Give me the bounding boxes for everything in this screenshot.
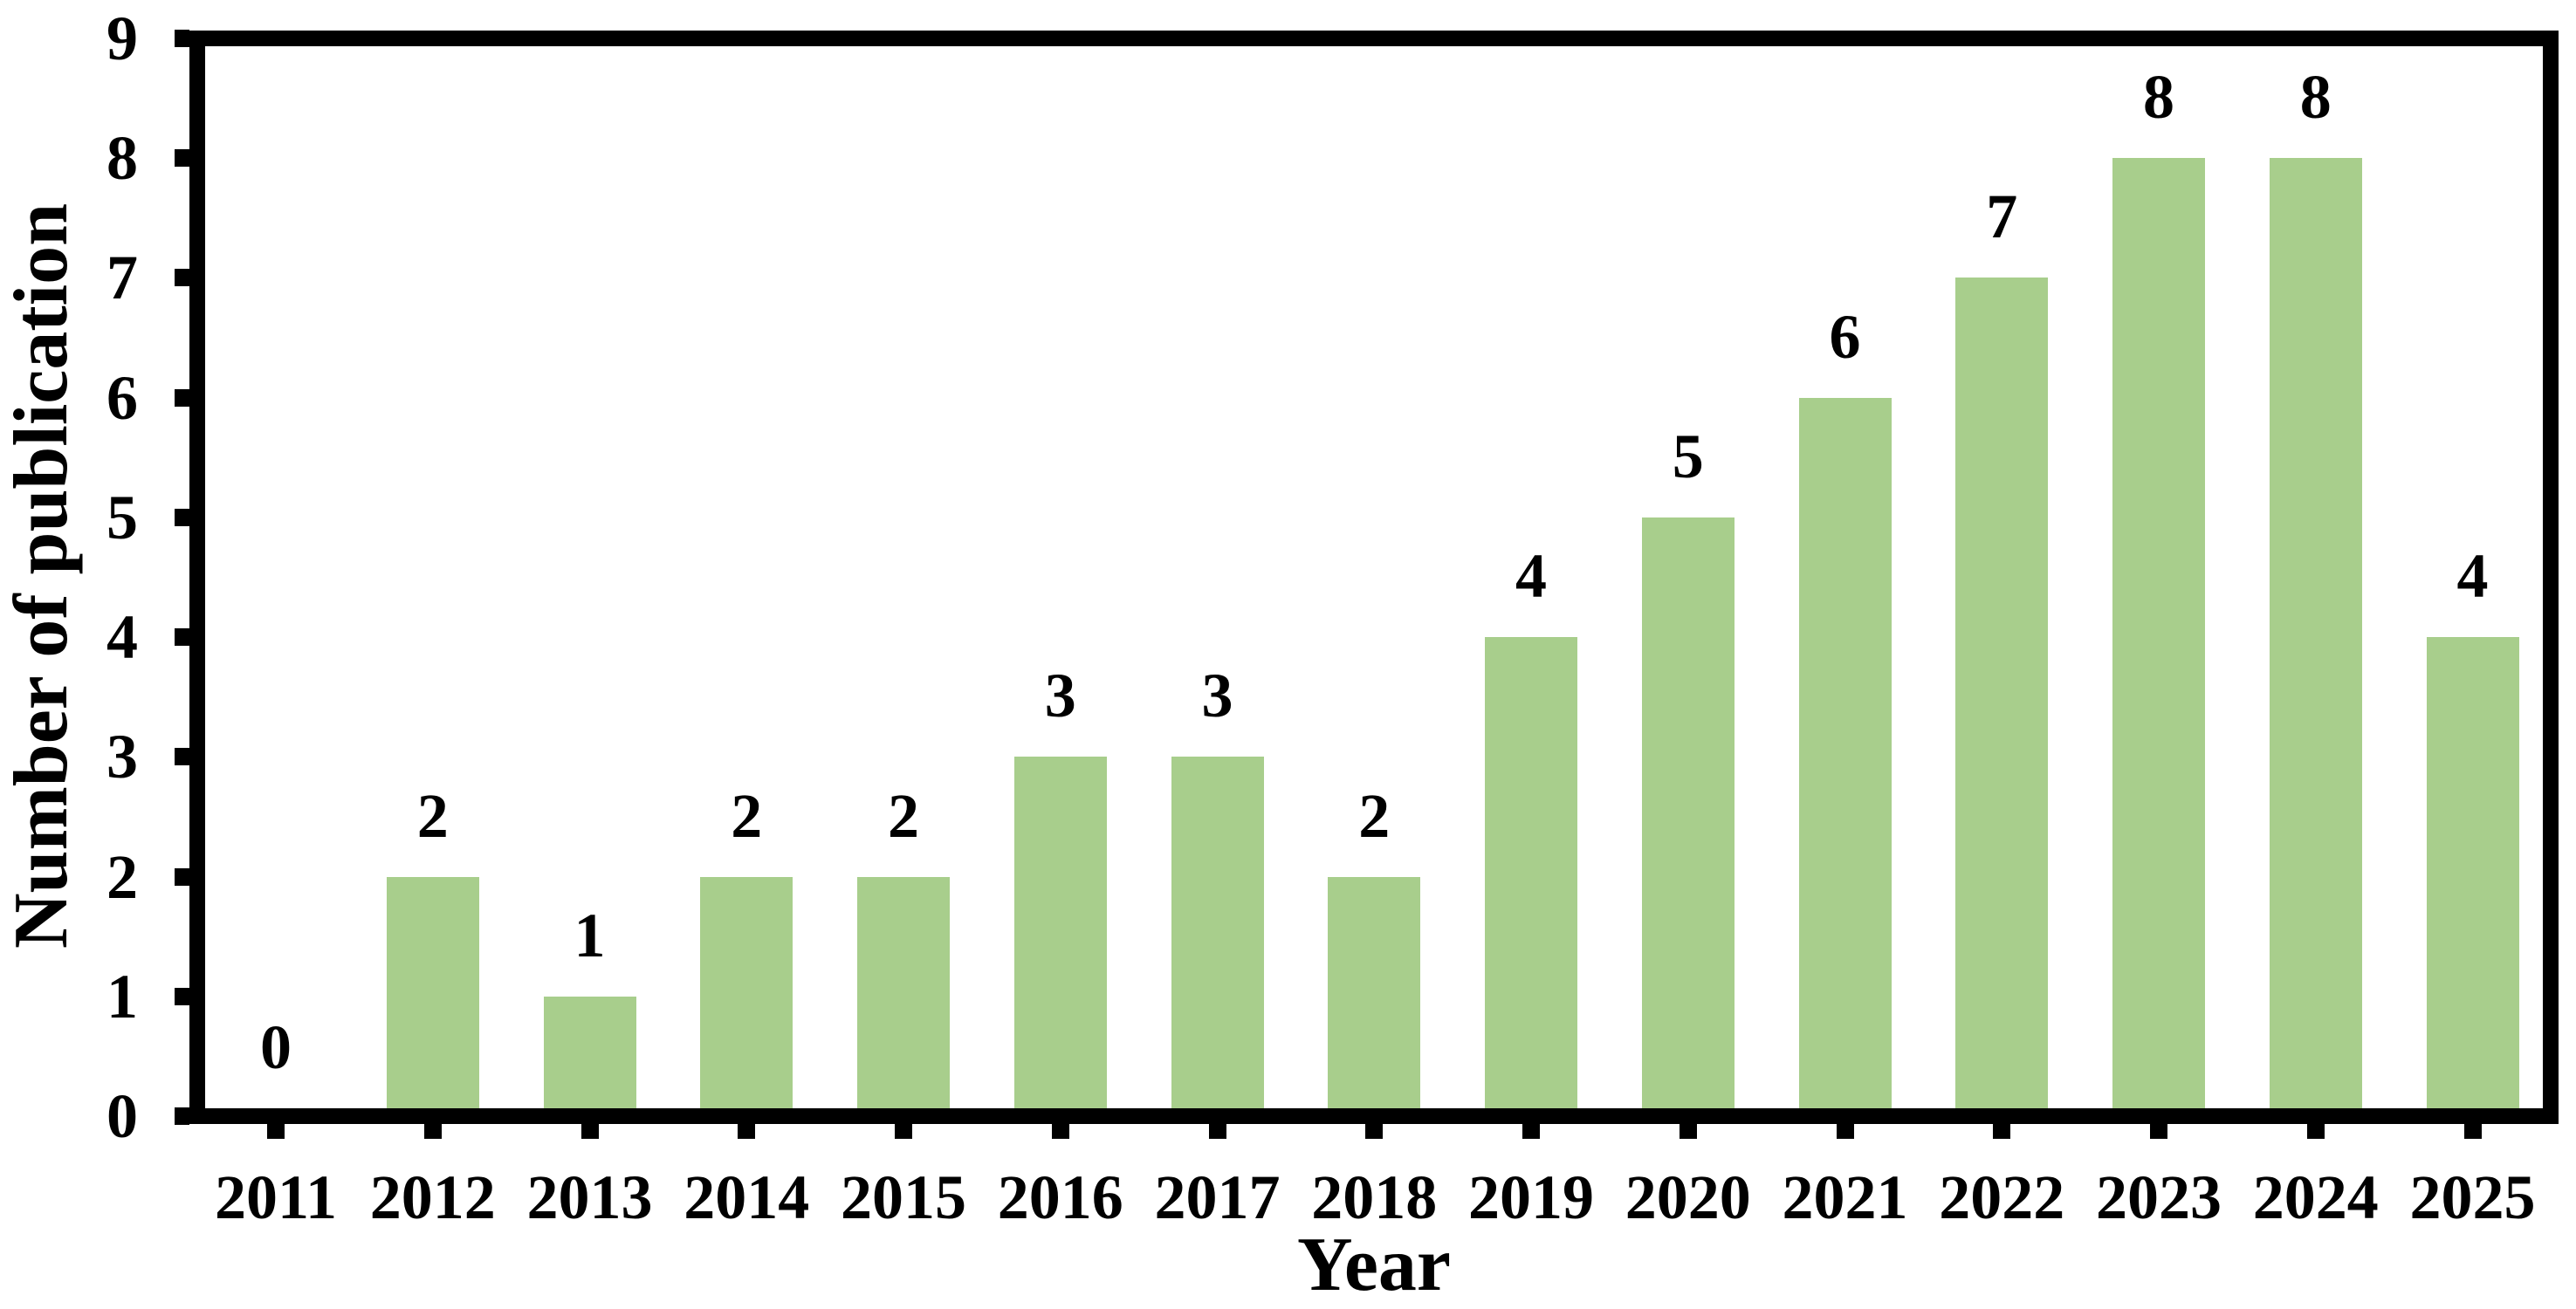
x-tick-2023 [2150, 1124, 2167, 1139]
data-label-2022: 7 [1986, 182, 2018, 251]
x-tick-2025 [2463, 1124, 2482, 1139]
x-tick-2019 [1522, 1124, 1540, 1139]
data-label-2017: 3 [1201, 661, 1233, 730]
y-tick-7 [175, 269, 189, 287]
y-tick-8 [175, 149, 189, 168]
x-tick-2018 [1365, 1124, 1384, 1139]
x-tick-label-2020: 2020 [1625, 1162, 1751, 1232]
bar-2018 [1328, 877, 1421, 1108]
y-tick-label-6: 6 [106, 362, 138, 433]
x-tick-2012 [423, 1124, 442, 1139]
bar-2025 [2426, 637, 2519, 1108]
y-tick-label-4: 4 [106, 602, 138, 673]
bar-2015 [857, 877, 950, 1108]
data-label-2023: 8 [2143, 62, 2174, 132]
y-tick-label-7: 7 [106, 243, 138, 313]
y-tick-0 [175, 1107, 189, 1125]
bar-2012 [386, 877, 479, 1108]
data-label-2016: 3 [1044, 661, 1076, 730]
x-tick-label-2014: 2014 [683, 1162, 810, 1232]
x-tick-label-2025: 2025 [2409, 1162, 2536, 1232]
x-tick-2020 [1679, 1124, 1697, 1139]
x-tick-label-2011: 2011 [214, 1162, 338, 1232]
y-tick-6 [175, 388, 189, 407]
x-tick-label-2017: 2017 [1154, 1162, 1281, 1232]
x-tick-label-2018: 2018 [1311, 1162, 1438, 1232]
x-tick-2015 [895, 1124, 912, 1139]
x-tick-label-2024: 2024 [2252, 1162, 2379, 1232]
y-tick-3 [175, 748, 189, 766]
data-label-2019: 4 [1515, 541, 1547, 611]
bar-2020 [1641, 517, 1735, 1108]
data-label-2025: 4 [2456, 541, 2489, 611]
x-tick-label-2015: 2015 [841, 1162, 966, 1232]
data-label-2018: 2 [1358, 781, 1391, 851]
y-tick-1 [175, 987, 189, 1005]
x-axis-title: Year [1297, 1223, 1451, 1307]
bar-2021 [1798, 398, 1892, 1108]
bar-2013 [543, 997, 636, 1108]
y-tick-label-2: 2 [106, 841, 138, 912]
data-label-2013: 1 [574, 901, 606, 970]
x-tick-label-2019: 2019 [1468, 1162, 1594, 1232]
y-tick-2 [175, 867, 189, 886]
bar-2017 [1171, 757, 1264, 1108]
x-tick-label-2021: 2021 [1782, 1162, 1908, 1232]
bar-2014 [700, 877, 793, 1108]
x-tick-2016 [1051, 1124, 1069, 1139]
y-tick-label-9: 9 [106, 3, 138, 73]
data-label-2015: 2 [888, 781, 919, 851]
x-tick-label-2022: 2022 [1939, 1162, 2065, 1232]
y-tick-label-1: 1 [106, 961, 138, 1031]
y-tick-5 [175, 508, 189, 526]
y-tick-label-0: 0 [106, 1081, 138, 1151]
x-tick-2014 [738, 1124, 756, 1139]
bar-2023 [2112, 158, 2205, 1108]
bar-2016 [1013, 757, 1107, 1108]
x-tick-2021 [1836, 1124, 1854, 1139]
y-axis-title: Number of publication [0, 202, 84, 949]
data-label-2011: 0 [260, 1012, 292, 1082]
bar-2019 [1485, 637, 1577, 1108]
y-tick-label-5: 5 [106, 482, 138, 552]
x-tick-2011 [267, 1124, 285, 1139]
y-tick-9 [175, 30, 189, 47]
x-tick-label-2023: 2023 [2096, 1162, 2222, 1232]
x-tick-2013 [580, 1124, 599, 1139]
x-tick-2022 [1993, 1124, 2011, 1139]
x-tick-2017 [1208, 1124, 1226, 1139]
y-tick-label-3: 3 [106, 722, 138, 792]
data-label-2014: 2 [731, 781, 763, 851]
data-label-2020: 5 [1672, 421, 1704, 491]
x-tick-label-2016: 2016 [997, 1162, 1123, 1232]
bar-2024 [2269, 158, 2362, 1108]
x-tick-2024 [2306, 1124, 2325, 1139]
y-tick-label-8: 8 [106, 123, 138, 194]
data-label-2024: 8 [2299, 62, 2332, 132]
y-tick-4 [175, 628, 189, 647]
bar-2022 [1955, 278, 2049, 1108]
x-tick-label-2012: 2012 [369, 1162, 496, 1232]
data-label-2012: 2 [416, 781, 449, 851]
data-label-2021: 6 [1829, 302, 1861, 372]
x-tick-label-2013: 2013 [526, 1162, 653, 1232]
